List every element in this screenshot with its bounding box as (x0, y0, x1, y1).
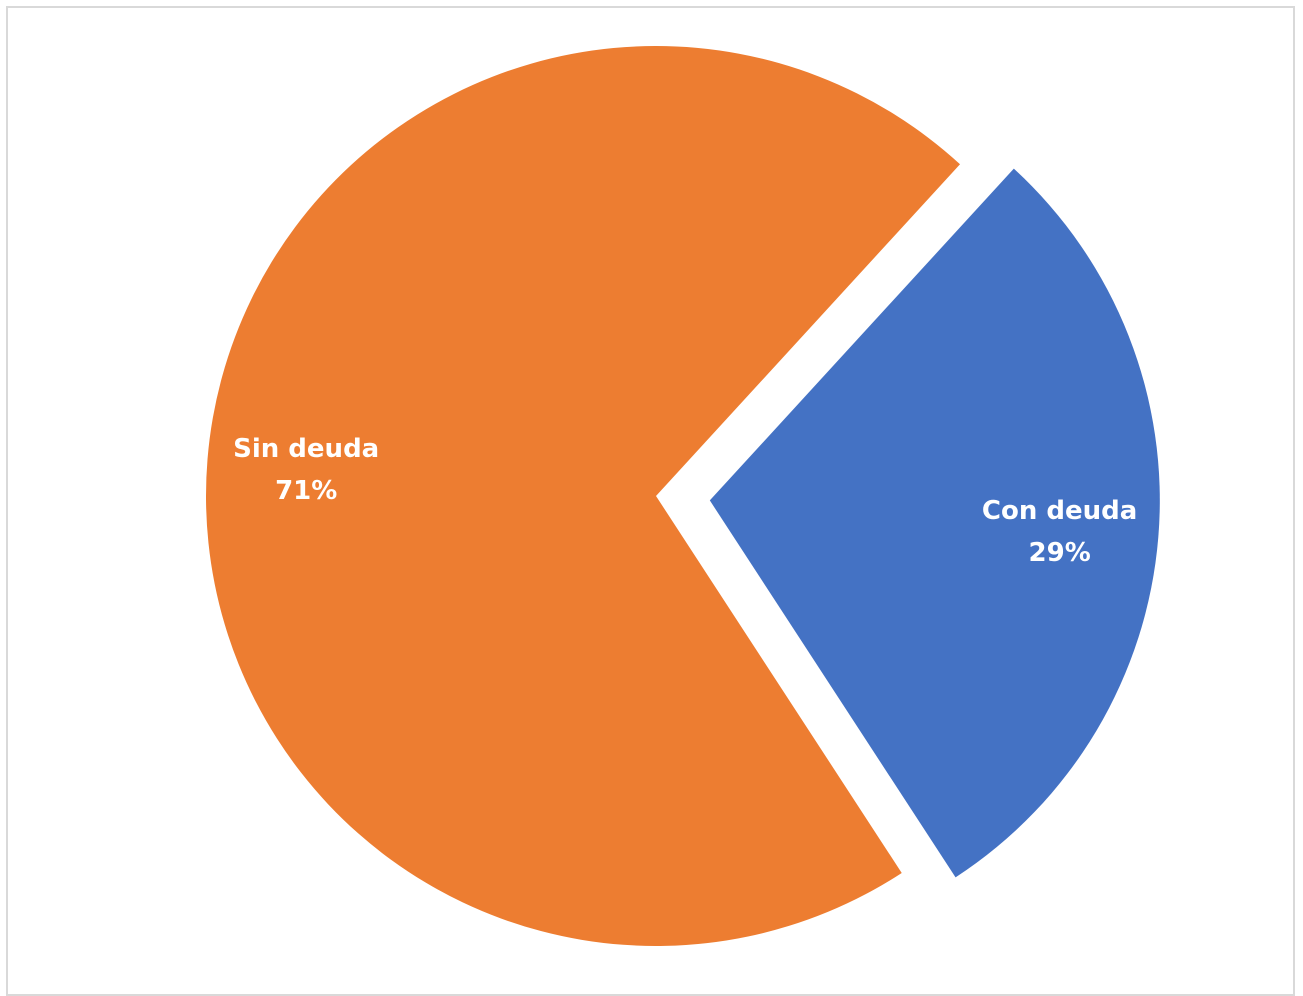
data-label-con-deuda: Con deuda 29% (982, 496, 1137, 568)
data-label-percent: 29% (1029, 538, 1091, 568)
slice-con-deuda (709, 168, 1160, 878)
data-label-category: Sin deuda (233, 434, 379, 464)
data-label-percent: 71% (275, 476, 337, 506)
pie-slices (206, 46, 1160, 947)
slice-sin-deuda (206, 46, 961, 947)
data-label-category: Con deuda (982, 496, 1137, 526)
data-label-sin-deuda: Sin deuda 71% (233, 434, 379, 506)
pie-data-labels: Con deuda 29% Sin deuda 71% (233, 434, 1137, 568)
